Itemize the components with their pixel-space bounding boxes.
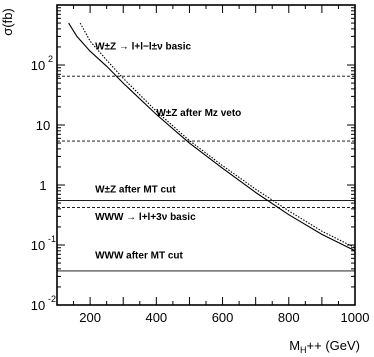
curves xyxy=(68,22,356,252)
y-tick-exponent: 2 xyxy=(48,54,53,64)
y-tick-label: 1 xyxy=(39,178,46,193)
annotation-wz_mz_veto: W±Z after Mz veto xyxy=(156,108,241,119)
curve-dotted xyxy=(79,22,356,249)
horizontal-lines xyxy=(57,75,355,272)
x-axis-title-main: M xyxy=(289,338,300,353)
annotation-www_basic: WWW → l+l+3ν basic xyxy=(95,212,196,223)
y-tick-label: 10 xyxy=(31,238,45,253)
x-axis-title-rest: ++ (GeV) xyxy=(307,338,360,353)
x-axis-title: MH++ (GeV) xyxy=(289,338,360,355)
annotation-wz_basic: W±Z → l+l−l±ν basic xyxy=(95,42,191,53)
annotation-wz_mt_cut: W±Z after MT cut xyxy=(95,184,176,195)
curve-solid xyxy=(68,22,356,252)
x-axis-title-sub: H xyxy=(300,345,307,355)
x-tick-label: 1000 xyxy=(341,310,370,325)
x-tick-label: 200 xyxy=(79,310,101,325)
y-tick-label: 10 xyxy=(31,298,45,313)
y-tick-label: 10 xyxy=(31,58,45,73)
x-tick-label: 800 xyxy=(278,310,300,325)
annotation-www_mt_cut: WWW after MT cut xyxy=(95,250,183,261)
y-axis-title: σ(fb) xyxy=(0,8,15,36)
x-tick-label: 400 xyxy=(145,310,167,325)
y-tick-exponent: -2 xyxy=(48,294,56,304)
y-tick-exponent: -1 xyxy=(48,234,56,244)
annotations: W±Z → l+l−l±ν basic W±Z after Mz veto W±Z … xyxy=(95,42,241,262)
y-tick-label: 10 xyxy=(36,118,50,133)
x-ticks: 200 400 600 800 1000 xyxy=(56,5,370,325)
x-tick-label: 600 xyxy=(212,310,234,325)
